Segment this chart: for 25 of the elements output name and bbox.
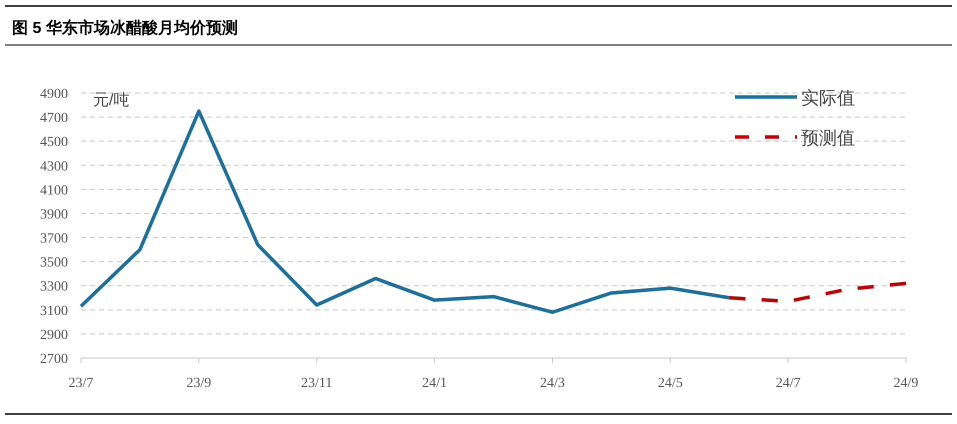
y-tick-label: 3900 — [40, 207, 68, 222]
x-tick-label: 24/1 — [422, 376, 448, 391]
chart-title: 图 5 华东市场冰醋酸月均价预测 — [12, 19, 238, 37]
y-tick-label: 2900 — [40, 328, 68, 343]
x-tick-label: 24/9 — [894, 376, 918, 391]
y-tick-label: 3700 — [40, 232, 68, 247]
y-tick-label: 4100 — [40, 183, 68, 198]
x-tick-label: 23/11 — [301, 376, 332, 391]
x-tick-label: 24/7 — [776, 376, 801, 391]
x-tick-label: 23/9 — [186, 376, 212, 391]
y-tick-label: 2700 — [40, 352, 68, 367]
y-tick-label: 4700 — [40, 111, 68, 126]
legend-label: 预测值 — [801, 128, 855, 148]
y-tick-label: 4900 — [40, 87, 68, 102]
y-axis-title: 元/吨 — [93, 91, 130, 109]
y-tick-label: 3500 — [40, 256, 68, 271]
line-series — [79, 109, 731, 314]
y-tick-label: 4300 — [40, 159, 68, 174]
y-tick-label: 3300 — [40, 280, 68, 295]
legend-label: 实际值 — [801, 88, 855, 108]
y-tick-label: 3100 — [40, 304, 68, 319]
x-tick-label: 24/5 — [658, 376, 683, 391]
x-tick-label: 23/7 — [68, 376, 94, 391]
y-tick-label: 4500 — [40, 135, 68, 150]
x-tick-label: 24/3 — [540, 376, 565, 391]
